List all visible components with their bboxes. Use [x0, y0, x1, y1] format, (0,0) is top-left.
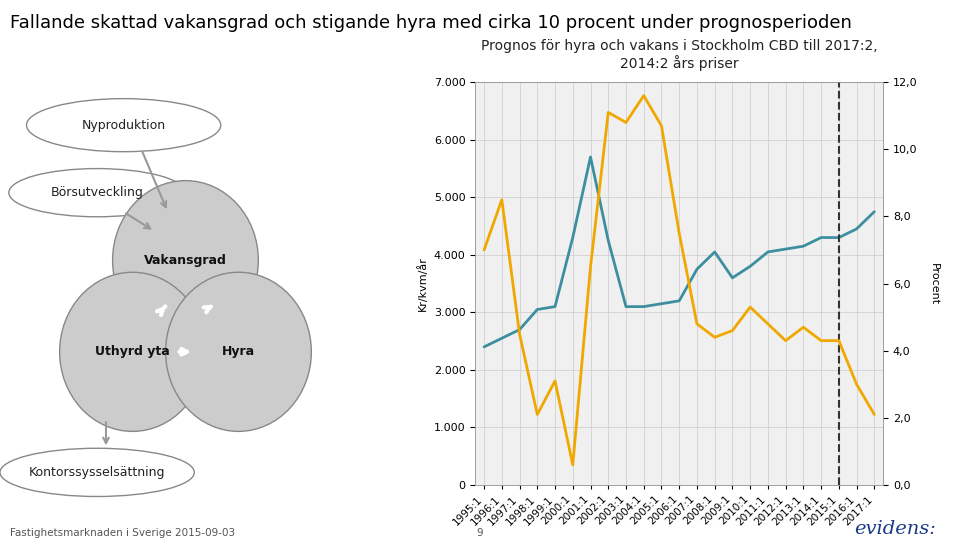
- Text: Börsutveckling: Börsutveckling: [51, 186, 144, 199]
- Text: Nyproduktion: Nyproduktion: [82, 119, 166, 132]
- Ellipse shape: [9, 169, 185, 217]
- Text: Fallande skattad vakansgrad och stigande hyra med cirka 10 procent under prognos: Fallande skattad vakansgrad och stigande…: [10, 14, 852, 32]
- Text: Fastighetsmarknaden i Sverige 2015-09-03: Fastighetsmarknaden i Sverige 2015-09-03: [10, 528, 235, 538]
- Text: Uthyrd yta: Uthyrd yta: [95, 345, 170, 358]
- Text: Vakansgrad: Vakansgrad: [144, 254, 227, 267]
- Text: evidens:: evidens:: [854, 520, 936, 538]
- Text: 9: 9: [477, 528, 483, 538]
- Text: Kontorssysselsättning: Kontorssysselsättning: [29, 466, 165, 479]
- Ellipse shape: [27, 99, 221, 152]
- Ellipse shape: [166, 272, 311, 431]
- Y-axis label: Kr/kvm/år: Kr/kvm/år: [418, 256, 428, 311]
- Ellipse shape: [112, 181, 258, 340]
- Ellipse shape: [0, 448, 194, 496]
- Y-axis label: Procent: Procent: [928, 262, 938, 305]
- Title: Prognos för hyra och vakans i Stockholm CBD till 2017:2,
2014:2 års priser: Prognos för hyra och vakans i Stockholm …: [481, 39, 877, 71]
- Ellipse shape: [60, 272, 205, 431]
- Text: Hyra: Hyra: [222, 345, 255, 358]
